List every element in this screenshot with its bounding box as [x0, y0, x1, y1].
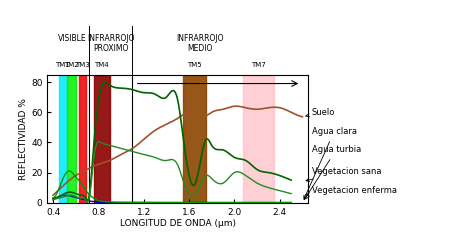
Text: Agua clara: Agua clara: [304, 127, 356, 199]
Text: VISIBLE: VISIBLE: [57, 34, 86, 43]
Bar: [94, 75, 110, 203]
Y-axis label: REFLECTIVIDAD %: REFLECTIVIDAD %: [19, 98, 28, 180]
Text: INFRARROJO
PROXIMO: INFRARROJO PROXIMO: [87, 34, 135, 53]
Text: Suelo: Suelo: [306, 108, 335, 117]
Bar: [67, 75, 76, 203]
Text: INFRARROJO
MEDIO: INFRARROJO MEDIO: [177, 34, 224, 53]
Bar: [59, 75, 67, 203]
Bar: [183, 75, 206, 203]
Bar: [79, 75, 86, 203]
Text: TM7: TM7: [251, 62, 266, 68]
Bar: [244, 75, 274, 203]
Text: TM3: TM3: [75, 62, 90, 68]
Text: TM1: TM1: [55, 62, 70, 68]
X-axis label: LONGITUD DE ONDA (μm): LONGITUD DE ONDA (μm): [120, 219, 236, 228]
Text: Vegetacion sana: Vegetacion sana: [306, 167, 381, 182]
Text: Agua turbia: Agua turbia: [304, 145, 361, 199]
Text: Vegetacion enferma: Vegetacion enferma: [306, 186, 396, 196]
Text: TM2: TM2: [64, 62, 79, 68]
Text: TM4: TM4: [94, 62, 109, 68]
Text: TM5: TM5: [187, 62, 202, 68]
